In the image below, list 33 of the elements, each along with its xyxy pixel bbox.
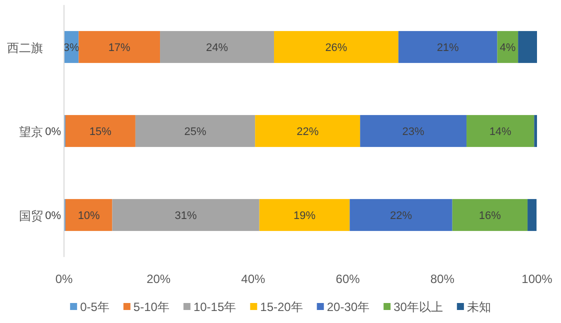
x-tick-label: 100% (522, 272, 553, 286)
x-tick-label: 60% (336, 272, 360, 286)
data-label: 19% (294, 210, 316, 222)
data-label: 4% (500, 42, 516, 54)
data-label: 26% (325, 42, 348, 54)
x-tick-label: 20% (146, 272, 171, 286)
legend-label: 30年以上 (394, 300, 443, 314)
data-label: 17% (108, 42, 131, 54)
x-tick-label: 40% (241, 272, 266, 286)
y-tick-label: 国贸 (19, 209, 43, 223)
data-label: 22% (390, 210, 412, 222)
x-tick-label: 80% (430, 272, 455, 286)
data-label: 10% (78, 210, 100, 222)
data-label: 14% (489, 126, 512, 138)
data-label: 22% (296, 126, 319, 138)
legend-label: 未知 (466, 300, 491, 314)
y-tick-label: 望京 (19, 125, 43, 139)
x-tick-label: 0% (55, 272, 73, 286)
y-tick-label: 西二旗 (7, 41, 43, 55)
legend-label: 20-30年 (326, 300, 370, 314)
data-label: 21% (436, 42, 460, 54)
data-label: 0% (45, 210, 62, 222)
legend-label: 0-5年 (80, 300, 110, 314)
data-label: 0% (45, 126, 62, 138)
legend-label: 5-10年 (133, 300, 170, 314)
data-label: 23% (402, 126, 425, 138)
data-label: 16% (478, 210, 502, 222)
legend-label: 10-15年 (193, 300, 236, 314)
data-label: 15% (89, 126, 112, 138)
legend-label: 15-20年 (260, 300, 303, 314)
data-label: 31% (174, 210, 198, 222)
data-label: 24% (206, 42, 228, 54)
data-label: 25% (184, 126, 206, 138)
